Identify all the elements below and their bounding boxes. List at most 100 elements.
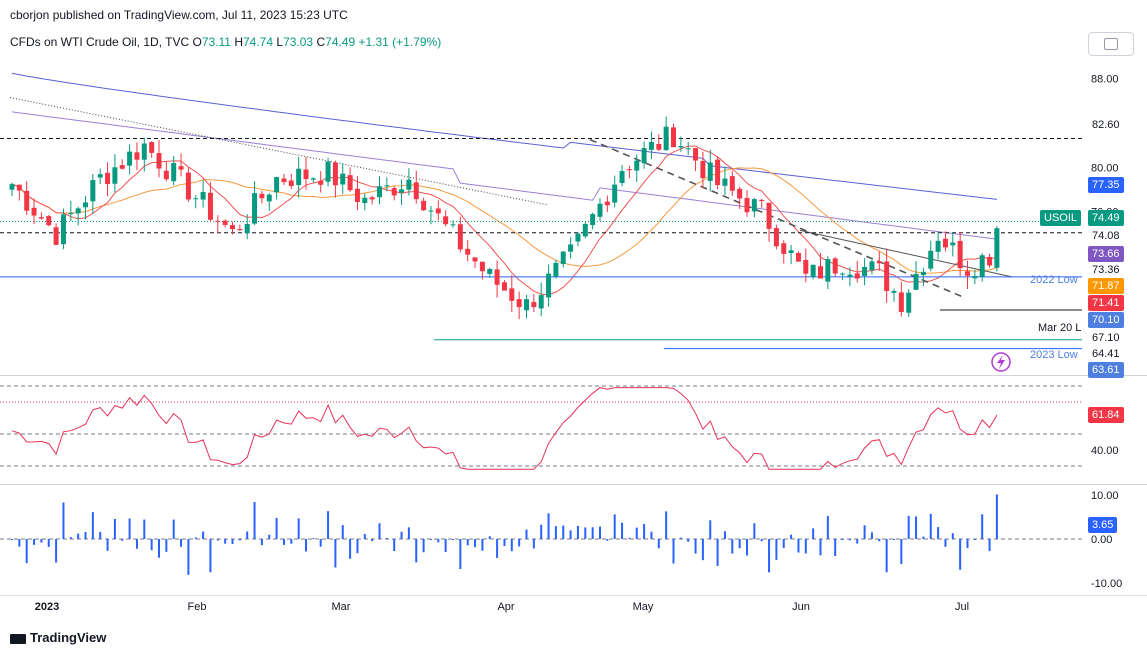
candle-body [891,291,897,293]
histogram-bar [775,539,778,560]
price-badge: 70.10 [1088,312,1124,328]
candle-body [83,202,88,208]
histogram-bar [841,539,844,540]
histogram-bar [290,539,293,544]
candle-body [810,264,816,277]
candle-body [795,252,801,262]
histogram-bar [547,513,550,539]
trendline-solid [799,229,1013,278]
candle-body [715,159,721,186]
histogram-bar [187,539,190,575]
histogram-bar [106,539,109,551]
histogram-bar [709,520,712,539]
candle-body [340,173,346,185]
lightning-bolt-icon [997,355,1005,369]
candle-body [362,197,368,204]
price-badge: 71.87 [1088,278,1124,294]
candle-body [634,160,640,171]
histogram-bar [915,516,918,539]
candle-body [31,207,37,216]
histogram-bar [474,539,477,548]
candle-body [171,162,177,182]
annotation-low-2022: 2022 Low [1030,274,1078,286]
symbol-title: CFDs on WTI Crude Oil, 1D, TVC [10,35,190,49]
brand-name: TradingView [30,630,107,645]
candle-body [46,216,52,226]
candle-body [906,292,912,313]
histogram-axis-tick: -10.00 [1091,578,1122,590]
candle-body [656,143,662,150]
histogram-bar [621,522,624,539]
histogram-bar [268,534,271,539]
time-axis-tick: Mar [332,601,351,613]
histogram-bar [62,502,65,539]
candle-body [435,208,441,214]
close-value: 74.49 [325,35,356,49]
fullscreen-button[interactable] [1088,32,1134,56]
candle-body [332,162,338,186]
histogram-bar [819,539,822,556]
candle-body [759,199,765,202]
histogram-bar [922,536,925,539]
candle-body [16,184,22,191]
candle-body [479,261,485,272]
candle-body [524,299,529,311]
histogram-bar [863,525,866,539]
histogram-bar [606,539,609,541]
histogram-bar [466,539,469,546]
histogram-bar [981,514,984,539]
candle-body [369,197,375,200]
histogram-bar [643,524,646,539]
candle-body [53,227,59,245]
candle-body [509,288,515,301]
candle-body [207,192,213,220]
histogram-bar [282,539,285,545]
candle-body [854,273,860,279]
candle-body [112,167,118,184]
histogram-bar [723,531,726,539]
candle-body [972,275,978,279]
histogram-bar [40,539,43,543]
candle-body [935,240,941,252]
histogram-bar [701,539,704,561]
annotation-low-2023: 2023 Low [1030,349,1078,361]
candle-body [516,299,522,308]
candle-body [347,175,353,191]
candle-body [149,142,155,153]
candle-body [840,273,846,275]
candle-body [648,141,654,150]
histogram-bar [826,515,829,539]
high-value: 74.74 [243,35,274,49]
candle-body [788,250,794,254]
price-badge: 74.08 [1088,228,1124,244]
candle-body [884,261,890,292]
candle-body [274,177,280,193]
histogram-bar [172,519,175,539]
candle-body [685,148,691,150]
histogram-bar [518,539,521,547]
histogram-bar [253,502,256,539]
histogram-bar [613,514,616,539]
ma-50-line [11,167,998,274]
change-value: +1.31 (+1.79%) [358,35,442,49]
histogram-bar [25,539,28,564]
histogram-bar [973,539,976,540]
candle-body [671,127,676,148]
histogram-bar [422,539,425,553]
histogram-bar [135,539,138,549]
histogram-axis-tick: 10.00 [1091,490,1119,502]
histogram-bar [363,533,366,539]
histogram-bar [665,511,668,539]
candle-body [310,178,316,180]
histogram-bar [834,539,837,557]
histogram-bar [488,536,491,539]
candle-body [590,214,596,226]
candle-body [766,202,772,229]
histogram-bar [672,539,675,564]
histogram-bar [99,531,102,539]
histogram-bar [525,529,528,539]
histogram-bar [496,539,499,558]
candle-body [568,244,574,252]
time-axis-tick: 2023 [35,601,59,613]
